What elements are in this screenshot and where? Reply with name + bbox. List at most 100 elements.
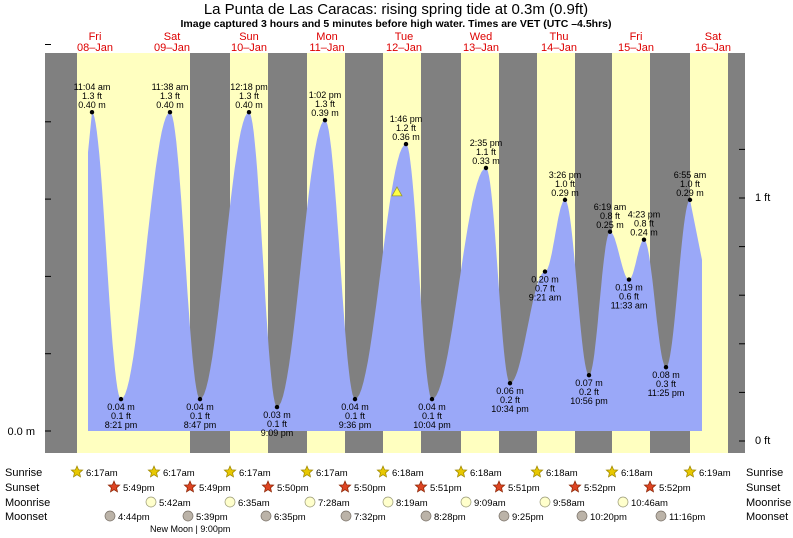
tide-extreme-dot bbox=[542, 269, 548, 274]
tide-height-ft: 0.1 ft bbox=[267, 419, 288, 429]
moonrise-entry: 6:35am bbox=[224, 496, 270, 509]
tide-height-m: 0.36 m bbox=[392, 132, 420, 142]
sunset-entry: 5:51pm bbox=[414, 480, 462, 494]
sunrise-icon bbox=[454, 465, 468, 478]
right-axis-label: 0 ft bbox=[755, 435, 770, 447]
moonrise-icon bbox=[382, 496, 394, 508]
sunset-time: 5:52pm bbox=[584, 483, 616, 494]
tide-time: 11:33 am bbox=[611, 301, 648, 311]
sunset-icon bbox=[414, 480, 428, 493]
tide-extreme-dot bbox=[607, 229, 613, 234]
sunrise-entry: 6:17am bbox=[223, 465, 271, 479]
high-tide-label: 4:23 pm0.8 ft0.24 m bbox=[628, 210, 660, 242]
tide-extreme-dot bbox=[352, 396, 358, 402]
moonrise-entry: 7:28am bbox=[304, 496, 350, 509]
tide-height-ft: 0.3 ft bbox=[656, 379, 677, 389]
sunset-entry: 5:49pm bbox=[107, 480, 155, 494]
sunrise-entry: 6:18am bbox=[530, 465, 578, 479]
moonrise-entry: 9:58am bbox=[539, 496, 585, 509]
moonset-icon bbox=[420, 510, 432, 522]
tide-time: 8:21 pm bbox=[105, 420, 138, 430]
tide-height-ft: 0.2 ft bbox=[500, 395, 521, 405]
moonset-entry: 6:35pm bbox=[260, 510, 306, 523]
tide-extreme-dot bbox=[403, 141, 409, 147]
tide-height-m: 0.07 m bbox=[575, 378, 603, 388]
day-name: Mon bbox=[316, 31, 337, 43]
moonrise-time: 9:09am bbox=[474, 498, 506, 509]
sunrise-time: 6:19am bbox=[699, 468, 731, 479]
day-name: Sun bbox=[239, 31, 259, 43]
moonset-time: 7:32pm bbox=[354, 512, 386, 523]
sunrise-time: 6:17am bbox=[163, 468, 195, 479]
tide-time: 9:21 am bbox=[529, 293, 562, 303]
tide-extreme-dot bbox=[626, 277, 632, 282]
legend-label-right: Moonrise bbox=[746, 497, 791, 509]
sunset-time: 5:51pm bbox=[430, 483, 462, 494]
moonset-time: 6:35pm bbox=[274, 512, 306, 523]
tide-extreme-dot bbox=[246, 110, 252, 115]
tide-height-m: 0.25 m bbox=[596, 220, 624, 230]
low-tide-label: 0.04 m0.1 ft8:47 pm bbox=[184, 396, 217, 430]
sunrise-icon bbox=[530, 465, 544, 478]
right-axis-label: 1 ft bbox=[755, 192, 770, 204]
current-level-marker bbox=[391, 186, 403, 197]
high-tide-label: 2:35 pm1.1 ft0.33 m bbox=[470, 138, 503, 171]
tide-height-ft: 1.3 ft bbox=[239, 91, 260, 101]
sunrise-entry: 6:17am bbox=[70, 465, 118, 479]
day-date: 16–Jan bbox=[695, 42, 731, 54]
moonrise-icon bbox=[617, 496, 629, 508]
legend-label-left: Moonrise bbox=[5, 497, 50, 509]
tide-extreme-dot bbox=[89, 110, 95, 115]
tide-extreme-dot bbox=[197, 396, 203, 402]
tide-time: 9:09 pm bbox=[261, 428, 294, 438]
moonset-icon bbox=[182, 510, 194, 522]
tide-time: 11:38 am bbox=[152, 82, 189, 92]
moonset-entry: 4:44pm bbox=[104, 510, 150, 523]
tide-height-m: 0.29 m bbox=[551, 188, 579, 198]
moonrise-time: 8:19am bbox=[396, 498, 428, 509]
tide-height-ft: 0.6 ft bbox=[619, 292, 640, 302]
moonrise-time: 5:42am bbox=[159, 498, 191, 509]
moonset-icon bbox=[104, 510, 116, 522]
sunset-icon bbox=[107, 480, 121, 493]
tide-time: 9:36 pm bbox=[339, 420, 372, 430]
sunrise-icon bbox=[300, 465, 314, 478]
high-tide-label: 12:18 pm1.3 ft0.40 m bbox=[230, 82, 268, 115]
day-date: 10–Jan bbox=[231, 42, 267, 54]
sunset-time: 5:52pm bbox=[659, 483, 691, 494]
moonset-icon bbox=[498, 510, 510, 522]
tide-height-m: 0.40 m bbox=[78, 100, 106, 110]
moonrise-entry: 9:09am bbox=[460, 496, 506, 509]
tide-time: 10:04 pm bbox=[413, 420, 451, 430]
moonrise-time: 7:28am bbox=[318, 498, 350, 509]
tide-time: 2:35 pm bbox=[470, 138, 503, 148]
sunset-icon bbox=[261, 480, 275, 493]
tide-height-ft: 0.1 ft bbox=[422, 411, 443, 421]
day-name: Thu bbox=[550, 31, 569, 43]
sunset-entry: 5:51pm bbox=[492, 480, 540, 494]
high-tide-label: 11:04 am1.3 ft0.40 m bbox=[74, 82, 110, 115]
tide-time: 8:47 pm bbox=[184, 420, 217, 430]
day-date: 13–Jan bbox=[463, 42, 499, 54]
high-tide-label: 3:26 pm1.0 ft0.29 m bbox=[549, 170, 582, 203]
left-axis-label: 0.0 m bbox=[7, 426, 35, 438]
legend-label-right: Sunset bbox=[746, 482, 780, 494]
sunrise-entry: 6:18am bbox=[605, 465, 653, 479]
tide-height-ft: 1.2 ft bbox=[396, 123, 417, 133]
sunrise-time: 6:17am bbox=[86, 468, 118, 479]
tide-extreme-dot bbox=[586, 373, 592, 378]
sunrise-time: 6:18am bbox=[621, 468, 653, 479]
right-axis bbox=[739, 148, 745, 442]
moonrise-icon bbox=[460, 496, 472, 508]
legend-label-left: Sunset bbox=[5, 482, 39, 494]
new-moon-label: New Moon | 9:00pm bbox=[150, 524, 230, 534]
sunrise-icon bbox=[376, 465, 390, 478]
sunset-time: 5:50pm bbox=[277, 483, 309, 494]
tide-extreme-dot bbox=[663, 365, 669, 370]
tide-height-m: 0.08 m bbox=[652, 370, 680, 380]
tide-time: 3:26 pm bbox=[549, 170, 582, 180]
